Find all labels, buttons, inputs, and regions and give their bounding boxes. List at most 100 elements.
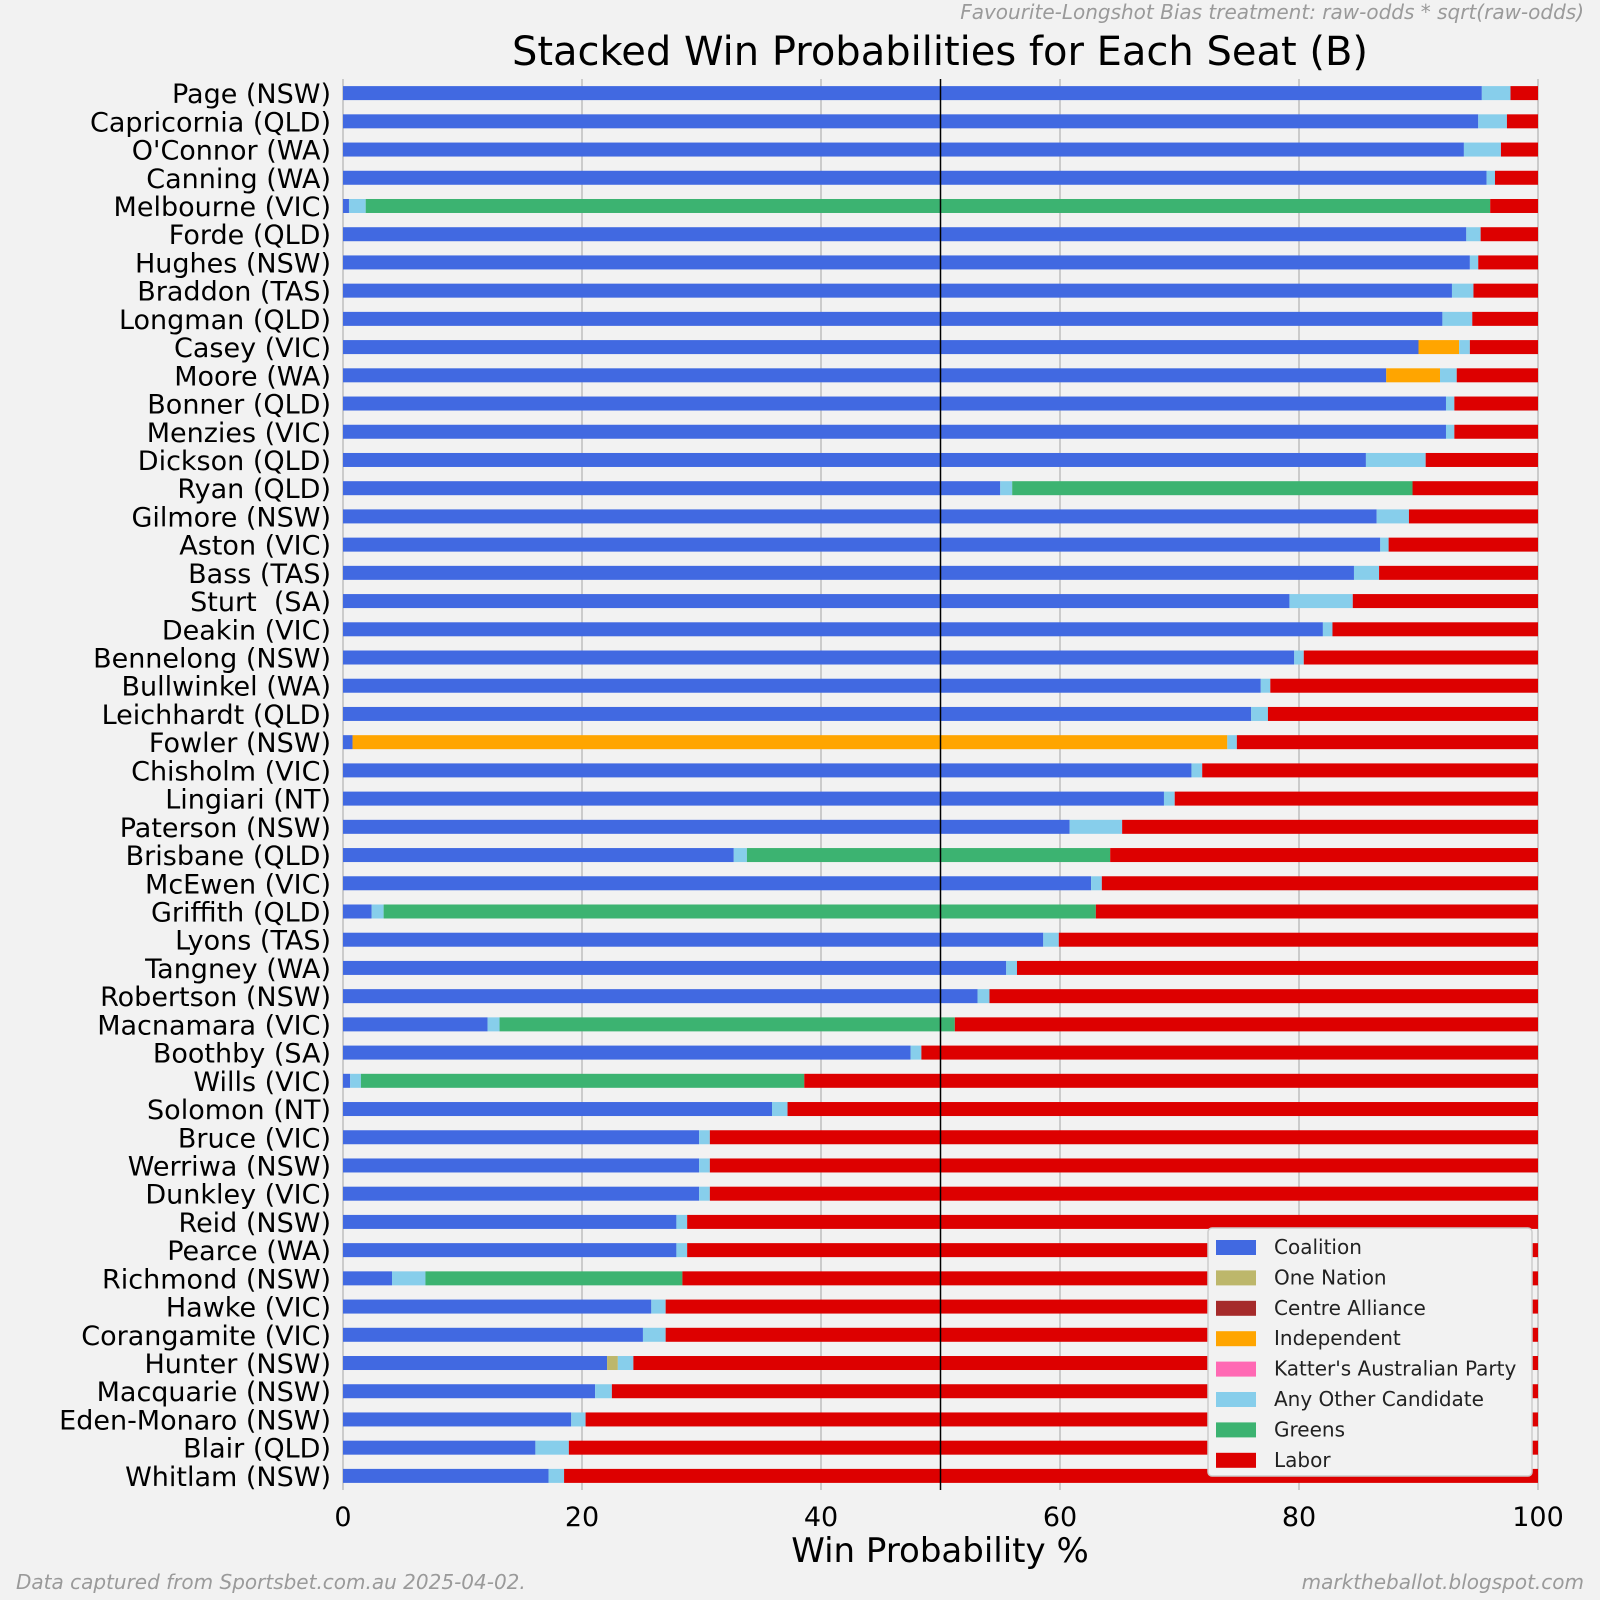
- bar-segment: [343, 1271, 392, 1286]
- bar-segment: [709, 1186, 1538, 1201]
- seat-label: Melbourne (VIC): [114, 192, 331, 223]
- bar-segment: [343, 1299, 652, 1314]
- legend-label: Greens: [1274, 1417, 1345, 1441]
- bar-segment: [343, 368, 1387, 383]
- bar-segment: [343, 340, 1419, 355]
- bar-segment: [343, 706, 1252, 721]
- bar-segment: [1469, 340, 1538, 355]
- bar-segment: [343, 989, 978, 1004]
- seat-label: Hunter (NSW): [144, 1349, 331, 1380]
- bar-segment: [595, 1384, 612, 1399]
- bar-segment: [343, 481, 1001, 496]
- bar-segment: [746, 848, 1111, 863]
- legend-label: Any Other Candidate: [1274, 1387, 1484, 1411]
- legend-label: One Nation: [1274, 1265, 1387, 1289]
- bar-segment: [1352, 594, 1538, 609]
- x-tick-label: 100: [1512, 1502, 1564, 1533]
- legend-swatch: [1216, 1331, 1256, 1347]
- bar-segment: [343, 283, 1452, 298]
- bar-segment: [343, 396, 1446, 411]
- seat-label: Lyons (TAS): [175, 926, 331, 957]
- source-note: Data captured from Sportsbet.com.au 2025…: [16, 1570, 526, 1594]
- bar-segment: [425, 1271, 683, 1286]
- site-note: marktheballot.blogspot.com: [1301, 1570, 1584, 1594]
- bar-segment: [709, 1130, 1538, 1145]
- bar-segment: [699, 1158, 710, 1173]
- bar-segment: [343, 1468, 549, 1483]
- bar-segment: [343, 424, 1446, 439]
- bar-segment: [733, 848, 747, 863]
- seat-label: Bass (TAS): [188, 559, 331, 590]
- bar-segment: [343, 170, 1487, 185]
- seat-label: Macquarie (NSW): [97, 1377, 331, 1408]
- bar-segment: [343, 1017, 488, 1032]
- bar-segment: [1480, 227, 1538, 242]
- bar-segment: [787, 1102, 1538, 1117]
- bar-segment: [1379, 565, 1538, 580]
- bar-segment: [371, 904, 384, 919]
- legend: Coalition One Nation Centre Alliance Indepe…: [1207, 1227, 1533, 1477]
- bar-segment: [989, 989, 1538, 1004]
- bar-segment: [1466, 227, 1481, 242]
- bar-segment: [343, 1384, 596, 1399]
- legend-label: Coalition: [1274, 1235, 1362, 1259]
- bar-segment: [343, 735, 353, 750]
- bar-segment: [343, 537, 1381, 552]
- bar-segment: [343, 650, 1295, 665]
- bar-segment: [535, 1440, 569, 1455]
- bar-segment: [343, 311, 1443, 326]
- bar-segment: [1376, 509, 1409, 524]
- bar-segment: [1454, 424, 1538, 439]
- chart-title: Stacked Win Probabilities for Each Seat …: [512, 29, 1368, 75]
- legend-swatch: [1216, 1422, 1256, 1438]
- seat-label: Tangney (WA): [144, 954, 331, 985]
- bar-segment: [651, 1299, 666, 1314]
- bar-segment: [343, 1327, 643, 1342]
- legend-swatch: [1216, 1361, 1256, 1377]
- bar-segment: [1012, 481, 1413, 496]
- seat-label: Dickson (QLD): [138, 446, 331, 477]
- bar-segment: [571, 1412, 586, 1427]
- bar-segment: [1463, 142, 1501, 157]
- legend-label: Katter's Australian Party: [1274, 1357, 1516, 1381]
- bar-segment: [343, 565, 1354, 580]
- legend-swatch: [1216, 1452, 1256, 1468]
- bar-segment: [1472, 311, 1538, 326]
- seat-label: Dunkley (VIC): [145, 1180, 331, 1211]
- bar-segment: [1388, 537, 1538, 552]
- bar-segment: [343, 791, 1164, 806]
- seat-label: Menzies (VIC): [147, 418, 331, 449]
- bar-segment: [348, 198, 366, 213]
- bar-segment: [343, 932, 1044, 947]
- bar-segment: [360, 1073, 805, 1088]
- seat-label: Sturt (SA): [190, 587, 331, 618]
- seat-label: Forde (QLD): [169, 220, 331, 251]
- bar-segment: [343, 227, 1467, 242]
- bar-segment: [1289, 594, 1353, 609]
- bar-segment: [343, 960, 1007, 975]
- seat-label: Werriwa (NSW): [128, 1151, 331, 1182]
- bar-segment: [977, 989, 990, 1004]
- bar-segment: [1227, 735, 1237, 750]
- legend-label: Centre Alliance: [1274, 1296, 1426, 1320]
- bar-segment: [772, 1102, 788, 1117]
- legend-swatch: [1216, 1270, 1256, 1286]
- seat-label: Fowler (NSW): [149, 728, 331, 759]
- seat-label: Hawke (VIC): [166, 1293, 331, 1324]
- bar-segment: [1353, 565, 1380, 580]
- bar-segment: [1202, 763, 1538, 778]
- seat-label: Reid (NSW): [179, 1208, 331, 1239]
- seat-label: Bullwinkel (WA): [122, 672, 331, 703]
- seat-label: O'Connor (WA): [132, 136, 331, 167]
- bar-segment: [1412, 481, 1538, 496]
- bar-segment: [1506, 114, 1538, 129]
- x-tick-label: 80: [1282, 1502, 1316, 1533]
- bar-segment: [1386, 368, 1441, 383]
- legend-label: Independent: [1274, 1326, 1401, 1350]
- bar-segment: [548, 1468, 565, 1483]
- bar-segment: [1454, 396, 1538, 411]
- bar-segment: [1440, 368, 1457, 383]
- bar-segment: [1486, 170, 1495, 185]
- bar-segment: [499, 1017, 955, 1032]
- bar-segment: [1043, 932, 1059, 947]
